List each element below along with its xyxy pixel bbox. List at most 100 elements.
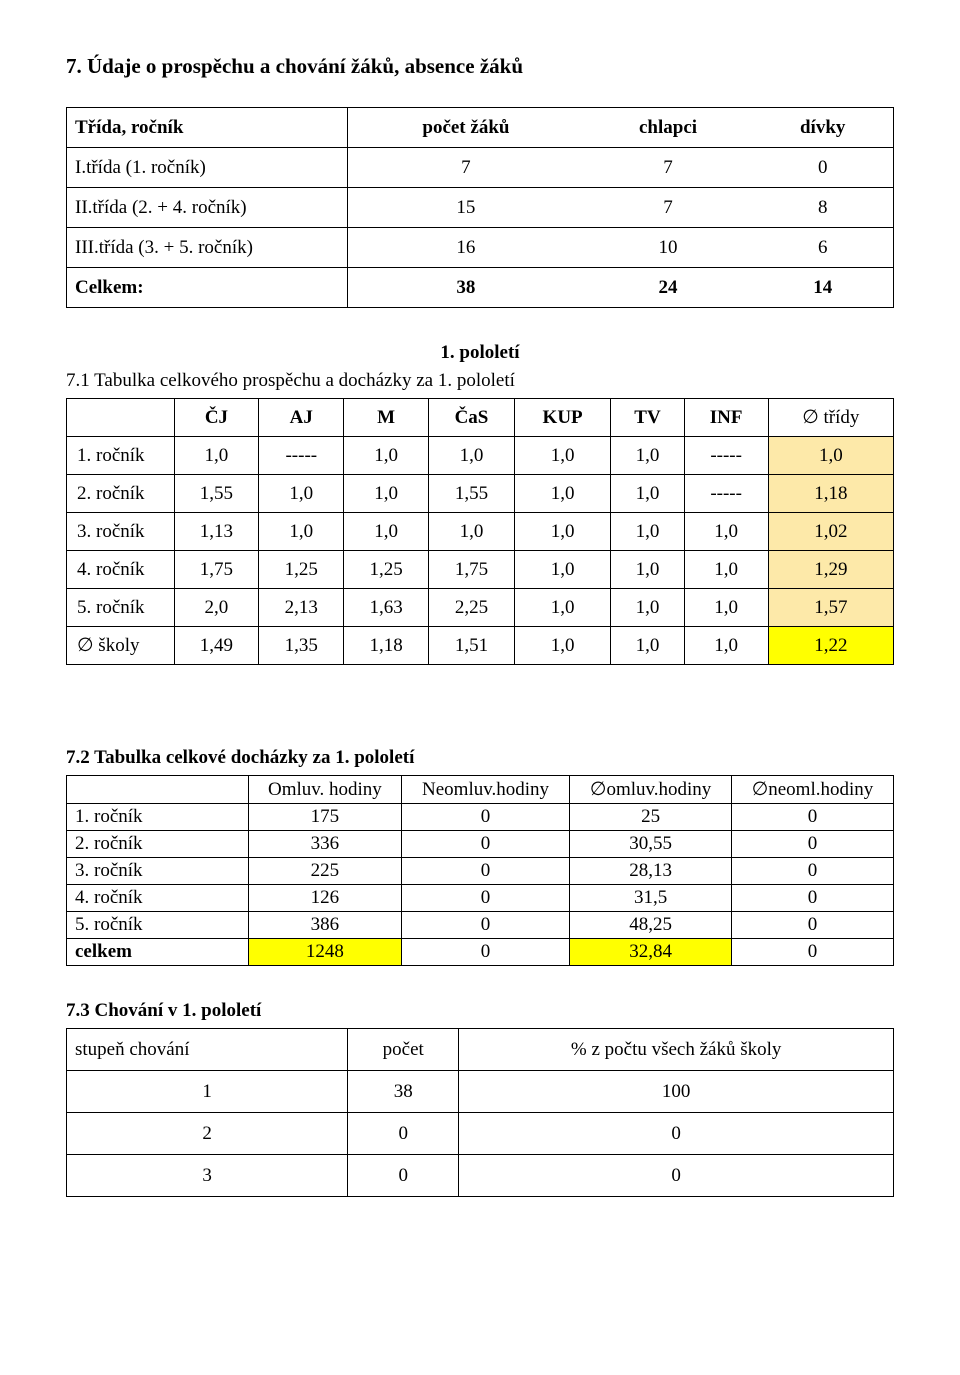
t4-r0-c0: 38	[348, 1071, 459, 1113]
t1-total-c1: 24	[584, 268, 753, 308]
grades-table: ČJ AJ M ČaS KUP TV INF ∅ třídy 1. ročník…	[66, 398, 894, 665]
t1-r2-c2: 6	[752, 228, 893, 268]
t3-r4-label: 5. ročník	[67, 912, 249, 939]
t2-r4-c4: 1,0	[514, 589, 610, 627]
table-row: 4. ročník 126 0 31,5 0	[67, 885, 894, 912]
table2-title: 7.1 Tabulka celkového prospěchu a docház…	[66, 370, 894, 392]
t1-total-c2: 14	[752, 268, 893, 308]
t1-r0-c1: 7	[584, 148, 753, 188]
table3-title: 7.2 Tabulka celkové docházky za 1. polol…	[66, 747, 894, 769]
t2-r3-c4: 1,0	[514, 551, 610, 589]
t3-r2-c1: 0	[401, 858, 569, 885]
t2-col-3: M	[344, 399, 429, 437]
table-row: 2 0 0	[67, 1113, 894, 1155]
t2-r1-c1: 1,0	[259, 475, 344, 513]
t2-total-avg: 1,22	[768, 627, 893, 665]
t2-r1-c4: 1,0	[514, 475, 610, 513]
t2-r0-c1: -----	[259, 437, 344, 475]
t1-r2-c1: 10	[584, 228, 753, 268]
t2-r4-c5: 1,0	[611, 589, 684, 627]
t2-r4-c1: 2,13	[259, 589, 344, 627]
t2-col-5: KUP	[514, 399, 610, 437]
t4-r0-c1: 100	[459, 1071, 894, 1113]
t4-col-2: % z počtu všech žáků školy	[459, 1029, 894, 1071]
t3-total-c3: 0	[731, 939, 893, 966]
semester-heading: 1. pololetí	[66, 342, 894, 364]
table-row: 1. ročník 1,0 ----- 1,0 1,0 1,0 1,0 ----…	[67, 437, 894, 475]
t4-r1-c1: 0	[459, 1113, 894, 1155]
t3-r3-c0: 126	[248, 885, 401, 912]
table-row: 3 0 0	[67, 1155, 894, 1197]
t2-r2-c4: 1,0	[514, 513, 610, 551]
t2-r0-c4: 1,0	[514, 437, 610, 475]
table-row: 5. ročník 386 0 48,25 0	[67, 912, 894, 939]
t3-col-1: Omluv. hodiny	[248, 776, 401, 804]
table-row: II.třída (2. + 4. ročník) 15 7 8	[67, 188, 894, 228]
t3-col-3: ∅omluv.hodiny	[570, 776, 732, 804]
t2-col-0	[67, 399, 175, 437]
t1-r1-c1: 7	[584, 188, 753, 228]
t2-r3-c0: 1,75	[174, 551, 259, 589]
t3-r3-c3: 0	[731, 885, 893, 912]
t2-r3-label: 4. ročník	[67, 551, 175, 589]
t2-total-c3: 1,51	[429, 627, 515, 665]
t2-total-c4: 1,0	[514, 627, 610, 665]
t3-r2-label: 3. ročník	[67, 858, 249, 885]
t3-r0-c1: 0	[401, 804, 569, 831]
table4-title: 7.3 Chování v 1. pololetí	[66, 1000, 894, 1022]
table-row: 4. ročník 1,75 1,25 1,25 1,75 1,0 1,0 1,…	[67, 551, 894, 589]
t2-r3-c6: 1,0	[684, 551, 768, 589]
t2-col-7: INF	[684, 399, 768, 437]
t1-r1-label: II.třída (2. + 4. ročník)	[67, 188, 348, 228]
t4-r2-c1: 0	[459, 1155, 894, 1197]
t3-col-2: Neomluv.hodiny	[401, 776, 569, 804]
t3-r3-label: 4. ročník	[67, 885, 249, 912]
t2-r4-avg: 1,57	[768, 589, 893, 627]
table-row: 1. ročník 175 0 25 0	[67, 804, 894, 831]
t2-r1-c3: 1,55	[429, 475, 515, 513]
t3-r1-c2: 30,55	[570, 831, 732, 858]
t1-r0-c2: 0	[752, 148, 893, 188]
t3-total-label: celkem	[67, 939, 249, 966]
t2-r1-c2: 1,0	[344, 475, 429, 513]
table-row: 2. ročník 336 0 30,55 0	[67, 831, 894, 858]
t1-r0-c0: 7	[348, 148, 584, 188]
t2-r1-c6: -----	[684, 475, 768, 513]
table-row: 1 38 100	[67, 1071, 894, 1113]
t3-r1-c1: 0	[401, 831, 569, 858]
t3-r1-c3: 0	[731, 831, 893, 858]
t3-total-c0: 1248	[248, 939, 401, 966]
t3-r1-c0: 336	[248, 831, 401, 858]
t2-total-c6: 1,0	[684, 627, 768, 665]
t3-r4-c1: 0	[401, 912, 569, 939]
t2-col-6: TV	[611, 399, 684, 437]
t2-r2-c0: 1,13	[174, 513, 259, 551]
t4-r2-label: 3	[67, 1155, 348, 1197]
t3-r0-c3: 0	[731, 804, 893, 831]
table-row-totals: celkem 1248 0 32,84 0	[67, 939, 894, 966]
t1-col-3: dívky	[752, 108, 893, 148]
t2-r2-c6: 1,0	[684, 513, 768, 551]
t2-r0-c2: 1,0	[344, 437, 429, 475]
t2-r1-label: 2. ročník	[67, 475, 175, 513]
table-row: I.třída (1. ročník) 7 7 0	[67, 148, 894, 188]
section-title: 7. Údaje o prospěchu a chování žáků, abs…	[66, 54, 894, 79]
table-row: 5. ročník 2,0 2,13 1,63 2,25 1,0 1,0 1,0…	[67, 589, 894, 627]
table-row-totals: Celkem: 38 24 14	[67, 268, 894, 308]
t4-r1-label: 2	[67, 1113, 348, 1155]
t1-r2-c0: 16	[348, 228, 584, 268]
t2-total-c1: 1,35	[259, 627, 344, 665]
t2-r2-c1: 1,0	[259, 513, 344, 551]
t4-r2-c0: 0	[348, 1155, 459, 1197]
t2-r4-c6: 1,0	[684, 589, 768, 627]
t2-r1-avg: 1,18	[768, 475, 893, 513]
t3-r2-c0: 225	[248, 858, 401, 885]
t3-r0-c2: 25	[570, 804, 732, 831]
t3-r4-c0: 386	[248, 912, 401, 939]
table-row: 3. ročník 1,13 1,0 1,0 1,0 1,0 1,0 1,0 1…	[67, 513, 894, 551]
t3-r2-c2: 28,13	[570, 858, 732, 885]
t2-r1-c0: 1,55	[174, 475, 259, 513]
t2-col-4: ČaS	[429, 399, 515, 437]
t2-col-1: ČJ	[174, 399, 259, 437]
t4-r0-label: 1	[67, 1071, 348, 1113]
